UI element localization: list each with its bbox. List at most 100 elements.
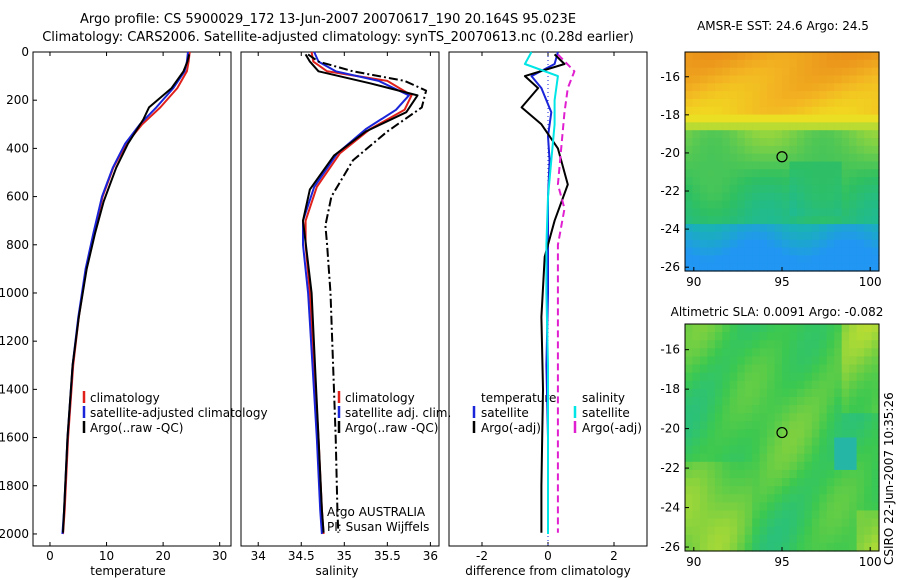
map-cell [737,255,746,264]
legend-label-temp-argo: Argo(-adj) [481,421,541,435]
map-cell [819,52,828,61]
map-cell [811,348,820,358]
map-cell [782,478,791,487]
map-cell [811,437,820,447]
x-tick-label: 0 [544,549,552,563]
map-cell [707,177,716,186]
map-cell [774,510,783,520]
map-cell [826,486,835,495]
map-cell [722,453,731,463]
map-cell [759,177,768,186]
map-cell [789,388,798,398]
map-cell [849,263,858,272]
map-cell [782,405,791,414]
map-cell [737,526,746,536]
map-cell [849,494,858,503]
y-tick-label: 1200 [0,334,29,348]
map-cell [826,526,835,536]
map-cell [722,478,731,487]
map-cell [864,208,873,217]
map-cell [864,486,873,495]
map-cell [871,469,880,479]
map-cell [774,224,783,233]
map-y-tick-label: -26 [660,540,680,554]
map-cell [841,380,850,390]
map-y-tick-label: -16 [660,70,680,84]
map-cell [849,67,858,77]
x-tick-label: 34 [251,549,266,563]
map-cell [729,169,738,178]
map-cell [707,52,716,61]
map-cell [856,429,865,439]
temperature-xlabel: temperature [90,564,165,578]
map-cell [685,413,694,422]
map-cell [834,526,843,536]
map-cell [826,348,835,358]
map-cell [789,429,798,439]
map-cell [685,177,694,186]
map-cell [782,169,791,178]
map-cell [714,200,723,210]
map-cell [782,122,791,131]
map-cell [744,453,753,463]
map-cell [826,247,835,256]
map-cell [796,138,805,147]
legend-label-argo: Argo(..raw -QC) [90,421,183,435]
map-cell [685,356,694,366]
map-cell [782,518,791,528]
map-cell [722,67,731,77]
map-cell [871,494,880,503]
map-cell [804,153,813,163]
map-cell [692,388,701,398]
map-cell [789,200,798,210]
map-cell [692,239,701,249]
map-cell [752,494,761,503]
map-cell [789,494,798,503]
map-cell [811,184,820,194]
map-cell [849,130,858,139]
map-cell [707,534,716,544]
map-cell [856,263,865,272]
map-cell [722,224,731,233]
map-cell [849,208,858,217]
map-cell [752,177,761,186]
map-cell [841,396,850,406]
map-cell [811,486,820,495]
map-cell [714,114,723,123]
map-cell [841,413,850,422]
map-cell [841,122,850,131]
difference-panel-plot: -2 0 2 [476,51,618,563]
map-cell [849,510,858,520]
map-cell [856,177,865,186]
map-cell [699,263,708,272]
map-cell [759,405,768,414]
map-cell [811,91,820,100]
map-cell [782,231,791,241]
map-cell [685,224,694,233]
map-cell [789,263,798,272]
map-cell [856,340,865,349]
map-cell [729,106,738,116]
map-cell [759,114,768,123]
map-cell [834,332,843,341]
map-cell [871,224,880,233]
map-cell [804,184,813,194]
map-cell [699,348,708,358]
map-cell [796,372,805,382]
map-cell [834,169,843,178]
map-cell [722,184,731,194]
map-cell [819,437,828,447]
map-cell [685,445,694,455]
map-cell [849,247,858,256]
x-tick-label: 30 [212,549,227,563]
map-cell [819,396,828,406]
map-cell [722,510,731,520]
map-cell [692,200,701,210]
map-cell [796,114,805,123]
legend-label-climatology: climatology [345,391,415,405]
map-cell [834,324,843,333]
map-cell [774,208,783,217]
timestamp-stamp: CSIRO 22-Jun-2007 10:35:26 [882,392,896,565]
map-cell [811,372,820,382]
map-cell [864,478,873,487]
